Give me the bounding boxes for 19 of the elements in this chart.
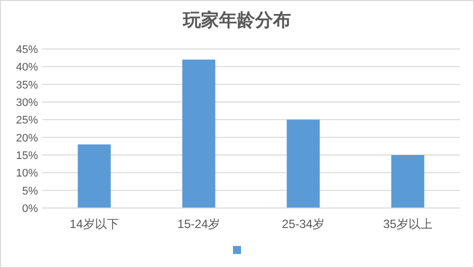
y-tick-label: 40% bbox=[16, 62, 38, 74]
y-tick-label: 5% bbox=[22, 185, 38, 198]
y-tick-label: 0% bbox=[22, 203, 38, 215]
bar bbox=[78, 144, 111, 208]
bar bbox=[286, 120, 320, 208]
y-tick-label: 35% bbox=[16, 79, 38, 92]
x-tick-label: 14岁以下 bbox=[70, 217, 119, 231]
y-tick-label: 30% bbox=[16, 97, 38, 109]
chart-title: 玩家年龄分布 bbox=[182, 10, 291, 30]
y-tick-label: 20% bbox=[16, 132, 38, 144]
x-tick-label: 15-24岁 bbox=[177, 217, 220, 231]
y-tick-label: 15% bbox=[16, 150, 38, 162]
y-tick-label: 25% bbox=[16, 114, 38, 127]
bar bbox=[391, 155, 424, 208]
y-tick-label: 10% bbox=[16, 168, 38, 180]
x-tick-label: 25-34岁 bbox=[282, 217, 325, 231]
x-tick-label: 35岁以上 bbox=[383, 217, 432, 231]
bar bbox=[182, 60, 216, 208]
y-tick-label: 45% bbox=[16, 44, 38, 56]
